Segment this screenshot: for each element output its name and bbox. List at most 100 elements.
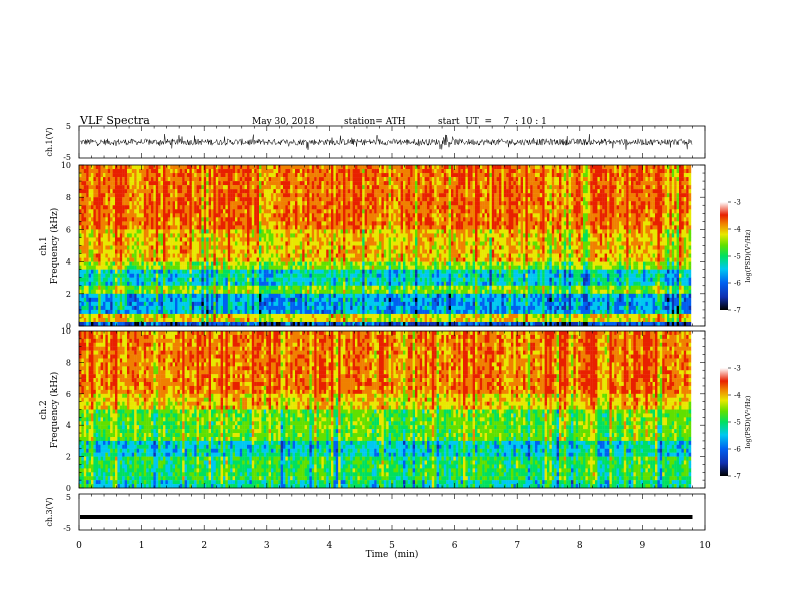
spectrogram-cell [292,193,296,198]
spectrogram-cell [311,193,315,198]
spectrogram-cell [208,265,212,270]
spectrogram-cell [263,257,267,262]
spectrogram-cell [208,321,212,327]
spectrogram-cell [103,217,106,222]
spectrogram-cell [163,241,166,246]
spectrogram-cell [249,185,252,190]
spectrogram-cell [148,321,152,327]
spectrogram-cell [237,197,240,202]
spectrogram-cell [338,193,341,198]
spectrogram-cell [227,221,231,226]
spectrogram-cell [201,201,204,206]
spectrogram-cell [331,209,334,214]
spectrogram-cell [364,257,368,262]
spectrogram-cell [287,189,291,194]
spectrogram-cell [335,189,339,194]
spectrogram-cell [299,313,303,319]
spectrogram-cell [155,205,159,210]
spectrogram-cell [328,197,332,202]
spectrogram-cell [232,301,236,307]
spectrogram-cell [254,297,257,303]
spectrogram-cell [227,237,231,242]
spectrogram-cell [189,313,192,319]
spectrogram-cell [124,241,128,246]
spectrogram-cell [311,221,315,226]
spectrogram-cell [335,257,339,262]
spectrogram-cell [163,217,166,222]
spectrogram-cell [350,297,353,303]
spectrogram-cell [208,289,212,294]
spectrogram-cell [304,169,308,174]
spectrogram-cell [220,193,224,198]
spectrogram-cell [328,173,332,178]
spectrogram-cell [263,217,267,222]
spectrogram-cell [213,197,216,202]
spectrogram-cell [299,289,303,294]
spectrogram-cell [141,221,144,226]
spectrogram-cell [167,309,171,315]
spectrogram-cell [122,193,125,198]
spectrogram-cell [153,285,156,290]
spectrogram-cell [314,269,317,274]
spectrogram-cell [124,209,128,214]
spectrogram-cell [177,229,180,234]
spectrogram-cell [278,305,281,311]
spectrogram-cell [326,301,329,307]
spectrogram-cell [110,229,113,234]
spectrogram-cell [314,309,317,315]
spectrogram-cell [213,281,216,286]
spectrogram-cell [283,269,286,274]
spectrogram-cell [158,173,161,178]
spectrogram-cell [201,233,204,238]
spectrogram-cell [275,269,279,274]
spectrogram-cell [139,253,142,258]
spectrogram-cell [230,185,233,190]
spectrogram-cell [107,193,111,198]
spectrogram-cell [115,205,118,210]
spectrogram-cell [95,233,99,238]
spectrogram-cell [227,181,231,186]
spectrogram-cell [287,233,291,238]
spectrogram-cell [187,261,190,266]
spectrogram-cell [335,289,339,294]
spectrogram-cell [220,165,224,170]
spectrogram-cell [244,253,248,258]
spectrogram-cell [333,197,336,202]
spectrogram-cell [124,273,128,278]
spectrogram-cell [235,285,238,290]
spectrogram-cell [184,317,188,323]
spectrogram-cell [187,197,190,202]
spectrogram-cell [148,253,152,258]
spectrogram-cell [110,233,113,238]
spectrogram-cell [223,197,226,202]
spectrogram-cell [218,281,221,286]
spectrogram-cell [299,281,303,286]
spectrogram-cell [271,301,274,307]
spectrogram-cell [98,265,101,270]
spectrogram-cell [81,257,84,262]
spectrogram-cell [273,297,276,303]
spectrogram-cell [136,313,140,319]
spectrogram-cell [211,285,214,290]
spectrogram-cell [95,225,99,230]
spectrogram-cell [297,317,300,323]
spectrogram-cell [275,177,279,182]
spectrogram-cell [323,189,327,194]
spectrogram-cell [323,229,327,234]
spectrogram-cell [247,189,250,194]
spectrogram-cell [338,313,341,319]
spectrogram-cell [105,245,108,250]
spectrogram-cell [278,237,281,242]
spectrogram-cell [237,313,240,319]
spectrogram-cell [223,321,226,327]
spectrogram-cell [239,253,243,258]
spectrogram-cell [199,225,202,230]
spectrogram-cell [319,305,322,311]
spectrogram-cell [302,213,305,218]
spectrogram-cell [314,197,317,202]
spectrogram-cell [290,233,293,238]
spectrogram-cell [335,221,339,226]
spectrogram-cell [280,217,284,222]
spectrogram-cell [278,193,281,198]
spectrogram-cell [148,173,152,178]
